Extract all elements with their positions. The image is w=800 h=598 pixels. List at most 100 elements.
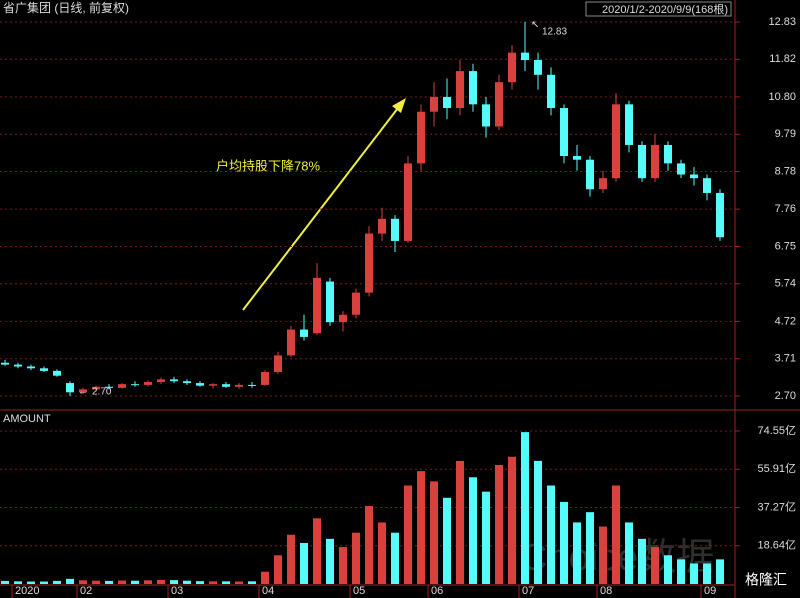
y-tick-label: 5.74 [775,278,796,290]
candle-body [508,52,516,83]
candle-body [560,108,568,157]
candle-body [521,52,529,61]
subtitle-box [585,1,732,17]
volume-bar [144,580,152,584]
candle-body [352,292,360,315]
volume-bar [326,538,334,584]
candle-body [339,314,347,323]
volume-bar [508,456,516,584]
candle-body [430,96,438,112]
y-tick-label: 10.80 [768,91,796,103]
volume-bar [339,547,347,584]
volume-bar [196,581,204,584]
x-tick-label: 06 [431,585,443,597]
y-tick-label: 2.70 [775,390,796,402]
volume-label: AMOUNT [3,413,51,425]
candle-body [547,74,555,109]
x-tick-label: 09 [704,585,716,597]
volume-bar [586,512,594,584]
arrow-head [392,98,406,113]
volume-bar [456,460,464,584]
low-marker: 2.70 [92,387,112,398]
candle-body [170,379,178,382]
high-marker: 12.83 [542,27,567,38]
volume-bar [417,471,425,584]
volume-bar [521,432,529,584]
candle-body [222,384,230,387]
volume-bar [235,581,243,584]
candle-body [326,281,334,323]
volume-bar [352,532,360,584]
y-tick-label: 7.76 [775,203,796,215]
candle-body [651,144,659,179]
volume-bar [92,580,100,584]
y-tick-label: 12.83 [768,16,796,28]
volume-bar [651,547,659,584]
candle-body [469,71,477,105]
candle-body [573,156,581,160]
volume-bar [1,580,9,584]
candle-body [157,379,165,382]
volume-bar [248,581,256,584]
volume-bar [157,579,165,584]
candle-body [482,104,490,127]
volume-bar [105,580,113,584]
x-tick-label: 08 [600,585,612,597]
volume-bar [183,580,191,584]
volume-bar [664,555,672,584]
candle-body [183,381,191,384]
candle-body [105,386,113,388]
volume-bar [79,580,87,584]
x-tick-label: 2020 [15,585,39,597]
candle-body [378,218,386,234]
volume-bar [703,563,711,584]
candle-body [612,104,620,179]
y-tick-label: 6.75 [775,240,796,252]
y-tick-label: 11.82 [769,53,796,65]
volume-bar [443,497,451,584]
volume-bar [40,581,48,584]
candle-body [118,384,126,388]
candle-body [404,163,412,241]
candle-body [625,104,633,145]
y-tick-label: 18.64亿 [757,539,796,552]
chart-title: 省广集团 (日线, 前复权) [3,0,129,15]
y-tick-label: 8.78 [775,165,796,177]
high-marker-arrow: ↖ [531,20,539,31]
y-tick-label: 3.71 [775,353,796,365]
candle-body [235,384,243,387]
volume-bar [716,559,724,584]
volume-bar [677,559,685,584]
y-tick-label: 74.55亿 [757,424,796,437]
volume-bar [170,580,178,584]
volume-bar [131,580,139,584]
x-tick-label: 03 [171,585,183,597]
candle-body [196,383,204,386]
candle-body [365,233,373,293]
volume-bar [391,532,399,584]
volume-bar [690,563,698,584]
x-tick-label: 05 [353,585,365,597]
x-tick-label: 04 [262,585,274,597]
candle-body [92,386,100,390]
volume-bar [118,580,126,584]
volume-bar [222,581,230,584]
candle-body [690,174,698,179]
candle-body [586,159,594,190]
volume-bar [378,522,386,584]
candle-body [443,96,451,109]
volume-bar [625,522,633,584]
candle-body [248,384,256,386]
candle-body [1,362,9,365]
candle-body [495,82,503,127]
volume-bar [430,481,438,584]
candle-body [417,111,425,164]
volume-bar [53,580,61,584]
y-tick-label: 9.79 [775,128,796,140]
candle-body [638,144,646,179]
candle-body [27,366,35,369]
candle-body [287,329,295,356]
volume-bar [365,506,373,584]
